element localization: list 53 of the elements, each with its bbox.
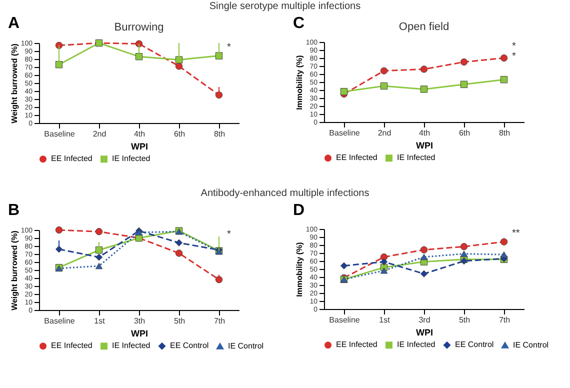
annotation: * — [512, 41, 516, 52]
text: Antibody-enhanced multiple infections — [200, 187, 370, 200]
x-tick-label: 3rd — [418, 316, 430, 324]
x-tick-label: 6th — [458, 128, 470, 138]
legend-label: EE Infected — [336, 340, 378, 350]
x-tick-label: 7th — [214, 316, 226, 326]
x-axis-title: WPI — [131, 142, 148, 152]
legend-label: IE Infected — [112, 154, 150, 164]
x-tick-label: 4th — [134, 130, 146, 138]
x-tick-label: Baseline — [44, 130, 76, 138]
chart-title: Burrowing — [114, 22, 164, 34]
x-tick-label: Baseline — [329, 128, 360, 138]
text: Single serotype multiple infections — [208, 0, 362, 13]
legend-label: EE Control — [170, 341, 209, 350]
text: A — [8, 15, 20, 33]
legend-label: EE Infected — [51, 154, 92, 164]
legend-label: EE Infected — [336, 153, 378, 162]
legend-label: IE Infected — [397, 340, 436, 350]
legend-label: IE Control — [228, 341, 264, 350]
x-tick-label: 8th — [498, 128, 510, 138]
x-axis-title: WPI — [416, 140, 433, 150]
text: D — [293, 202, 305, 220]
annotation: * — [227, 229, 231, 240]
x-tick-label: 5th — [458, 316, 470, 324]
x-axis-title: WPI — [131, 328, 148, 338]
x-tick-label: Baseline — [329, 316, 360, 324]
legend-label: IE Control — [513, 340, 549, 350]
y-axis-title: Weight burrowed (%) — [10, 43, 19, 124]
text: C — [293, 15, 305, 33]
x-tick-label: 1st — [379, 316, 391, 324]
text: B — [8, 202, 20, 220]
x-tick-label: 1st — [94, 316, 106, 326]
y-axis-title: Weight burrowed (%) — [10, 230, 19, 310]
x-tick-label: 6th — [174, 130, 186, 138]
legend-label: IE Infected — [397, 153, 436, 162]
y-axis-title: Immobility (%) — [294, 242, 304, 297]
x-tick-label: 5th — [174, 316, 186, 326]
annotation: * — [512, 51, 516, 62]
chart-title: Open field — [398, 21, 450, 33]
x-tick-label: 2nd — [92, 130, 106, 138]
annotation: * — [227, 42, 231, 53]
x-tick-label: 7th — [498, 316, 510, 324]
annotation: ** — [512, 228, 520, 239]
legend-label: EE Control — [455, 340, 494, 350]
x-tick-label: 3th — [134, 316, 146, 326]
x-tick-label: 4th — [418, 128, 430, 138]
x-tick-label: Baseline — [44, 316, 76, 326]
y-axis-title: Immobility (%) — [294, 54, 304, 110]
x-tick-label: 8th — [214, 130, 226, 138]
x-axis-title: WPI — [416, 328, 433, 338]
x-tick-label: 2nd — [378, 128, 392, 138]
legend-label: EE Infected — [51, 341, 92, 350]
legend-label: IE Infected — [112, 341, 150, 350]
